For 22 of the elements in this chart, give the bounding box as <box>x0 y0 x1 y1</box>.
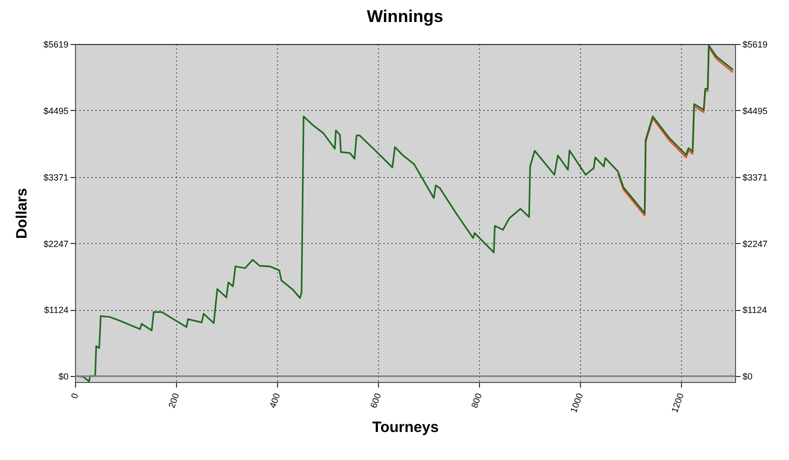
y-tick-label: $5619 <box>43 40 68 50</box>
x-tick-label: 0 <box>69 392 80 400</box>
x-tick-label: 1200 <box>669 392 686 414</box>
y-tick-label: $3371 <box>43 172 68 182</box>
x-tick-label: 200 <box>166 392 182 410</box>
y-tick-label: $1124 <box>44 305 68 316</box>
y-axis-title: Dollars <box>13 188 30 239</box>
x-tick-label: 1000 <box>568 392 585 414</box>
x-axis-title: Tourneys <box>372 419 439 436</box>
y-tick-label: $2247 <box>43 238 68 249</box>
y2-tick-label: $1124 <box>742 305 767 316</box>
y2-tick-label: $3371 <box>742 172 768 182</box>
y-tick-label: $0 <box>58 372 68 382</box>
y-tick-label: $4495 <box>43 106 68 116</box>
x-tick-label: 400 <box>267 392 282 410</box>
y2-tick-label: $5619 <box>742 40 768 50</box>
x-tick-label: 600 <box>368 392 383 410</box>
y2-tick-label: $2247 <box>742 238 768 249</box>
chart-title: Winnings <box>366 7 444 26</box>
x-tick-label: 800 <box>469 392 484 410</box>
y2-tick-label: $4495 <box>742 106 768 116</box>
y2-tick-label: $0 <box>742 372 753 382</box>
